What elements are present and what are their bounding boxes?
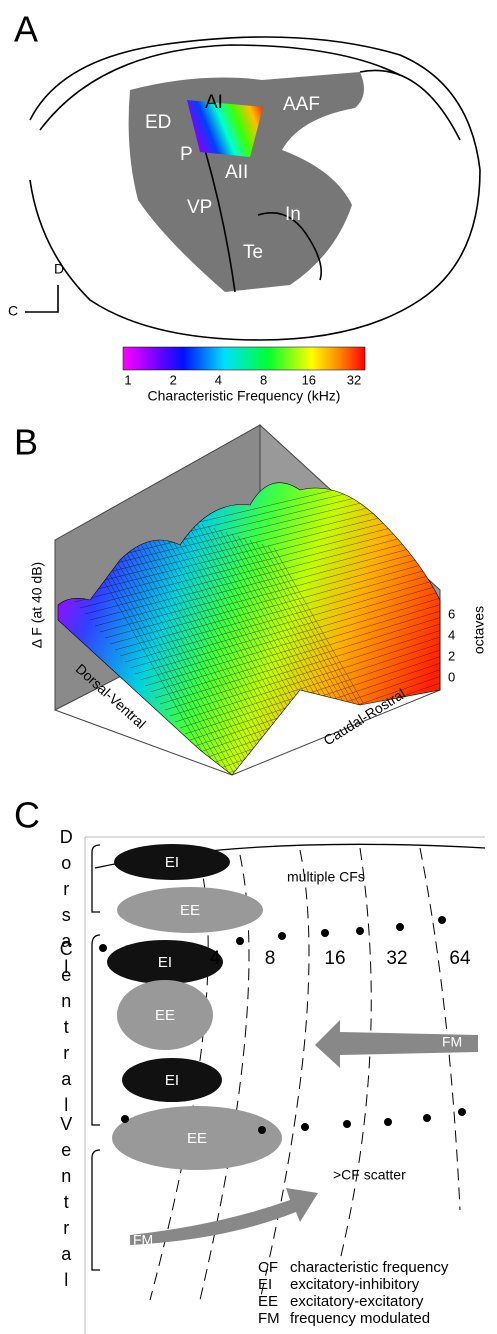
mesh-line — [194, 645, 440, 747]
frequency-label: 8 — [265, 948, 276, 969]
colorbar-title: Characteristic Frequency (kHz) — [148, 388, 341, 404]
mesh-line — [179, 627, 440, 729]
zone-label: Central — [56, 939, 76, 1121]
mesh-line — [169, 615, 440, 717]
cluster-label: EE — [180, 902, 200, 919]
auditory-cortex — [128, 72, 364, 292]
mesh-line — [164, 609, 440, 711]
mesh-line — [134, 573, 440, 675]
cluster-label: EI — [165, 1072, 179, 1089]
frequency-label: 32 — [386, 948, 407, 969]
cluster-label: EE — [187, 1130, 207, 1147]
cluster-label: EI — [158, 954, 172, 971]
z-axis-unit: octaves — [471, 606, 487, 654]
z-tick: 0 — [448, 669, 455, 684]
mesh-line — [154, 597, 440, 699]
legend-desc: excitatory-inhibitory — [290, 1276, 420, 1293]
cluster-label: EI — [165, 854, 179, 871]
panel-label: A — [14, 9, 38, 50]
legend-abbr: EI — [258, 1276, 272, 1293]
zone-label: Ventral — [56, 1114, 76, 1296]
mesh-line — [109, 543, 440, 645]
mesh-line — [184, 633, 440, 735]
fm-arrow — [315, 1020, 478, 1068]
mesh-line — [129, 567, 440, 669]
orientation-label: C — [8, 303, 18, 319]
mesh-line — [119, 555, 440, 657]
legend-abbr: CF — [258, 1259, 278, 1276]
region-label: In — [285, 204, 301, 225]
colorbar-tick: 4 — [215, 372, 222, 387]
mesh-line — [159, 603, 440, 705]
mesh-line — [183, 517, 375, 775]
colorbar-tick: 32 — [347, 372, 361, 387]
frequency-label: 16 — [324, 948, 345, 969]
dots — [99, 916, 466, 1134]
legend-abbr: EE — [258, 1293, 278, 1310]
mesh-line — [149, 591, 440, 693]
z-tick: 4 — [448, 627, 455, 642]
mesh-line — [189, 519, 381, 775]
region-label: AI — [205, 92, 223, 113]
mesh-line — [165, 511, 357, 775]
mesh-line — [141, 503, 333, 775]
zone-brackets — [91, 844, 101, 1271]
cell-cluster — [114, 844, 230, 880]
orientation-axes — [25, 285, 59, 313]
orientation-label: D — [54, 261, 64, 277]
colorbar-tick: 8 — [260, 372, 267, 387]
legend-desc: characteristic frequency — [290, 1259, 449, 1276]
z-tick: 2 — [448, 648, 455, 663]
panel-label: B — [14, 422, 38, 463]
legend-desc: excitatory-excitatory — [290, 1293, 424, 1310]
cluster-label: EE — [155, 1007, 175, 1024]
cell-cluster — [117, 980, 213, 1050]
mesh-line — [195, 521, 387, 775]
region-label: AAF — [283, 94, 320, 115]
surface — [57, 482, 441, 776]
frequency-label: 64 — [449, 948, 471, 969]
region-label: ED — [145, 112, 171, 133]
cell-cluster — [107, 940, 223, 984]
colorbar-tick: 16 — [302, 372, 316, 387]
legend-abbr: FM — [258, 1310, 280, 1327]
mesh-line — [135, 501, 327, 775]
cell-cluster — [122, 1058, 222, 1102]
region-label: P — [180, 144, 193, 165]
mesh-line — [201, 523, 393, 775]
zone-label: Dorsal — [56, 827, 76, 983]
mesh-line — [129, 499, 321, 775]
mesh-line — [139, 579, 440, 681]
mesh-line — [114, 549, 440, 651]
annotation: multiple CFs — [287, 869, 365, 885]
sulci — [204, 149, 323, 293]
mesh-line — [159, 509, 351, 775]
mesh-line — [144, 585, 440, 687]
region-label: AII — [225, 162, 248, 183]
mesh-line — [171, 513, 363, 775]
brain-outline — [29, 36, 481, 341]
fm-label: FM — [442, 1034, 462, 1050]
legend-desc: frequency modulated — [290, 1310, 430, 1327]
cell-cluster — [117, 887, 263, 933]
region-label: VP — [187, 197, 212, 218]
colorbar-tick: 2 — [170, 372, 177, 387]
cell-cluster — [112, 1106, 282, 1170]
frequency-label: 4 — [210, 948, 221, 969]
panel-label: C — [14, 795, 40, 836]
ai-map — [187, 100, 263, 157]
z-tick: 6 — [448, 606, 455, 621]
mesh-line — [189, 639, 440, 741]
fm-label: FM — [133, 1232, 153, 1248]
annotation: >CF scatter — [333, 1167, 406, 1183]
mesh-line — [177, 515, 369, 775]
colorbar-tick: 1 — [124, 372, 131, 387]
fm-arrow — [130, 1188, 318, 1245]
mesh-line — [153, 507, 345, 775]
region-label: Te — [243, 242, 263, 263]
z-axis-label: Δ F (at 40 dB) — [29, 562, 45, 648]
colorbar — [122, 346, 366, 371]
